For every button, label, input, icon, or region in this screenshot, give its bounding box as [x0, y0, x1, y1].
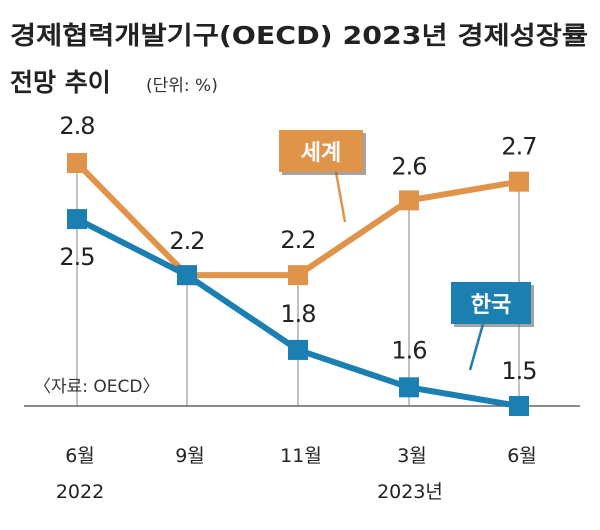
point-korea-2	[288, 339, 308, 360]
x-tick-label-0: 6월	[65, 445, 95, 467]
point-world-2	[288, 265, 308, 286]
chart-title-line1: 경제협력개발기구(OECD) 2023년 경제성장률	[10, 21, 588, 50]
legend-world: 세계	[279, 130, 363, 172]
series-line-world	[74, 160, 520, 279]
point-world-0	[67, 153, 87, 173]
unit-label: (단위: %)	[146, 76, 218, 96]
x-tick-label-2: 11월	[280, 445, 322, 467]
point-korea-1	[177, 265, 197, 286]
point-world-4	[509, 171, 529, 192]
x-tick-label-1: 9월	[175, 445, 205, 467]
data-label-layer: 2.8 2.2 2.6 2.7 2.5 2.2 1.8 1.6 1.5	[59, 112, 537, 385]
x-tick-label-4: 6월	[507, 445, 537, 467]
legend-korea-connector	[468, 323, 485, 371]
legend-korea: 한국	[451, 282, 531, 324]
data-label-korea-2: 1.8	[280, 300, 315, 328]
data-label-world-4: 2.7	[501, 133, 536, 161]
legend-world-connector	[334, 171, 347, 223]
data-label-korea-1: 2.2	[169, 227, 204, 255]
series-layer	[67, 153, 529, 416]
x-tick-label-3: 3월	[397, 445, 427, 467]
legend-korea-box	[451, 282, 531, 324]
legend-world-box	[279, 130, 363, 172]
data-label-korea-0: 2.5	[59, 243, 94, 271]
data-label-world-0: 2.8	[59, 112, 94, 140]
legend-world-label: 세계	[301, 141, 341, 166]
point-korea-3	[399, 377, 419, 398]
year-label-2023: 2023년	[377, 481, 443, 503]
data-label-world-2: 2.2	[280, 226, 315, 254]
x-tick-layer: 6월 9월 11월 3월 6월	[65, 445, 537, 467]
chart-title-line2: 전망 추이	[10, 68, 111, 97]
source-label: 〈자료: OECD〉	[34, 377, 160, 397]
data-label-world-3: 2.6	[391, 152, 426, 180]
legend-korea-label: 한국	[471, 293, 511, 318]
data-label-korea-3: 1.6	[391, 336, 426, 364]
year-label-2022: 2022	[56, 481, 104, 503]
point-korea-0	[67, 209, 87, 230]
point-korea-4	[509, 396, 529, 416]
data-label-korea-4: 1.5	[501, 357, 536, 385]
point-world-3	[399, 190, 419, 211]
